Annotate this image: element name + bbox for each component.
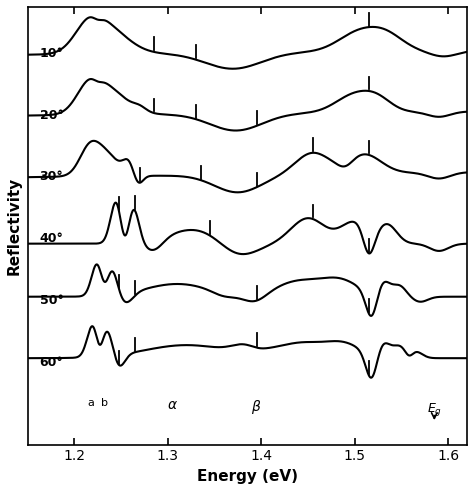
Text: 40°: 40° xyxy=(40,232,64,245)
Text: 50°: 50° xyxy=(40,294,64,307)
X-axis label: Energy (eV): Energy (eV) xyxy=(197,469,298,484)
Text: a: a xyxy=(88,398,94,409)
Text: 60°: 60° xyxy=(40,356,64,369)
Text: $\alpha$: $\alpha$ xyxy=(167,398,178,412)
Text: 30°: 30° xyxy=(40,170,64,183)
Text: $E_g$: $E_g$ xyxy=(427,401,442,418)
Text: b: b xyxy=(100,398,108,409)
Y-axis label: Reflectivity: Reflectivity xyxy=(7,177,22,275)
Text: $\beta$: $\beta$ xyxy=(251,398,262,416)
Text: 10°: 10° xyxy=(40,47,64,60)
Text: 20°: 20° xyxy=(40,109,64,122)
